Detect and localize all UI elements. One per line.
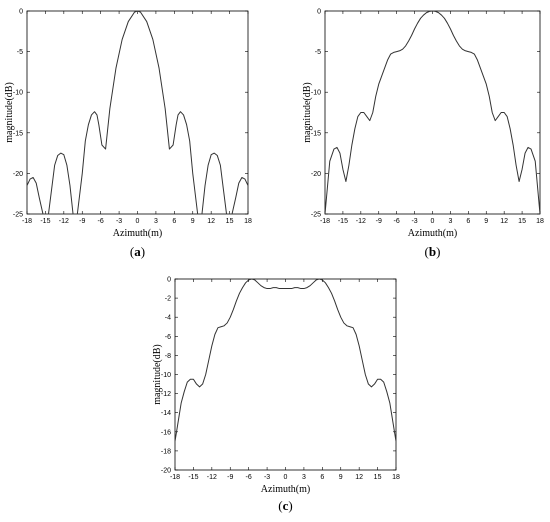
x-tick-label: 12 [207,218,215,225]
x-tick-label: 12 [500,218,508,225]
x-tick-label: 0 [136,218,140,225]
plot-frame [26,10,249,215]
y-tick-label: -12 [161,391,171,398]
x-axis-label: Azimuth(m) [113,228,162,239]
y-tick-label: -25 [311,212,321,219]
x-tick-label: 12 [355,474,363,481]
x-tick-label: -9 [376,218,382,225]
chart-panel-c: -18 -15 -12 -9 -6 -3 0 3 6 9 12 15 18-20-18-16-14-12… [152,277,400,514]
x-axis-label: Azimuth(m) [408,228,457,239]
x-tick-label: 6 [320,474,324,481]
x-tick-label: -18 [320,218,330,225]
x-tick-label: 0 [284,474,288,481]
y-tick-label: -15 [13,130,23,137]
x-tick-label: 3 [448,218,452,225]
y-tick-label: -10 [13,90,23,97]
x-tick-label: -6 [246,474,252,481]
y-tick-label: -5 [315,49,321,56]
x-tick-label: -12 [59,218,69,225]
y-tick-label: -20 [13,171,23,178]
y-tick-label: -18 [161,448,171,455]
y-tick-label: -20 [311,171,321,178]
panel-label: (c) [278,498,292,513]
x-tick-label: -15 [338,218,348,225]
x-tick-label: 18 [392,474,400,481]
x-tick-label: -15 [188,474,198,481]
y-tick-label: -15 [311,130,321,137]
x-tick-label: 0 [431,218,435,225]
y-tick-label: 0 [19,9,23,16]
y-tick-label: -20 [161,468,171,475]
y-axis-label: magnitude(dB) [302,82,313,143]
chart-panel-a: -18 -15 -12 -9 -6 -3 0 3 6 9 12 15 18 -25 -20 -15 -10 -5 0… [4,9,252,260]
y-tick-label: -2 [165,296,171,303]
x-tick-label: -9 [79,218,85,225]
x-tick-label: 9 [339,474,343,481]
series-line [325,11,540,214]
y-tick-label: -16 [161,429,171,436]
y-tick-label: -14 [161,410,171,417]
y-tick-label: -4 [165,315,171,322]
x-tick-label: 6 [466,218,470,225]
y-tick-label: -6 [165,334,171,341]
series-line [175,279,396,442]
y-tick-label: 0 [167,277,171,284]
x-tick-label: 3 [302,474,306,481]
x-tick-label: -18 [22,218,32,225]
x-tick-label: 9 [484,218,488,225]
x-tick-label: -9 [227,474,233,481]
x-tick-label: -15 [40,218,50,225]
x-tick-label: 9 [191,218,195,225]
chart-panel-b: -18 -15 -12 -9 -6 -3 0 3 6 9 12 15 18 -25 -20 -15 -10 -5 0… [302,9,544,260]
y-tick-label: -25 [13,212,23,219]
x-tick-label: 6 [172,218,176,225]
x-tick-label: 15 [518,218,526,225]
y-tick-label: 0 [317,9,321,16]
x-tick-label: -6 [394,218,400,225]
y-axis-label: magnitude(dB) [4,82,15,143]
y-tick-label: -8 [165,353,171,360]
x-tick-label: -3 [116,218,122,225]
plot-frame [174,278,397,471]
x-tick-label: -12 [356,218,366,225]
plot-frame [324,10,541,215]
x-tick-label: 18 [244,218,252,225]
x-tick-label: -3 [411,218,417,225]
panel-label: (b) [425,244,441,259]
x-tick-label: 15 [226,218,234,225]
x-tick-label: -6 [98,218,104,225]
panel-letter: a [134,244,141,259]
y-axis-label: magnitude(dB) [152,344,163,405]
series-line [27,11,248,214]
panel-label: (a) [130,244,145,259]
x-tick-label: 3 [154,218,158,225]
y-tick-label: -10 [161,372,171,379]
y-tick-label: -5 [17,49,23,56]
x-axis-label: Azimuth(m) [261,484,310,495]
x-tick-label: -18 [170,474,180,481]
y-tick-label: -10 [311,90,321,97]
x-tick-label: -12 [207,474,217,481]
panel-letter: c [283,498,289,513]
panel-letter: b [429,244,436,259]
x-tick-label: 18 [536,218,544,225]
x-tick-label: 15 [374,474,382,481]
x-tick-label: -3 [264,474,270,481]
